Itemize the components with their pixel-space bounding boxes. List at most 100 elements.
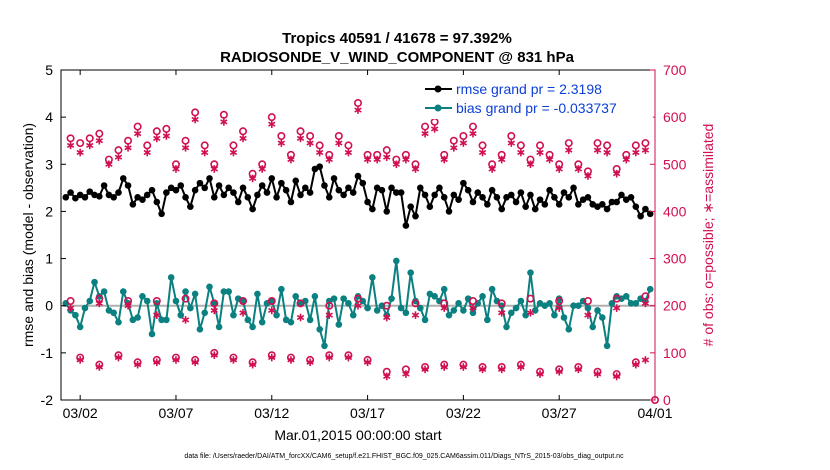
bias-point <box>402 309 410 317</box>
rmse-point <box>139 196 146 203</box>
bias-point <box>364 304 371 312</box>
rmse-point <box>278 179 285 187</box>
rmse-point <box>325 193 333 201</box>
obs-assimilated-point <box>565 146 573 154</box>
rmse-point <box>364 198 371 206</box>
obs-assimilated-point <box>440 304 448 312</box>
obs-assimilated-point <box>229 356 238 364</box>
rmse-point <box>62 193 70 201</box>
rmse-point <box>575 201 582 208</box>
bias-point <box>206 283 213 291</box>
bias-point <box>589 323 597 331</box>
y-right-axis-ticks: 0 100 200 300 400 500 600 700 <box>650 62 687 408</box>
y-right-tick-label: 600 <box>663 109 687 125</box>
obs-possible-point <box>411 299 420 308</box>
bias-point <box>340 295 347 302</box>
rmse-point <box>215 182 223 189</box>
rmse-point <box>249 205 256 213</box>
obs-assimilated-point <box>555 304 563 312</box>
obs-assimilated-point <box>612 304 621 312</box>
rmse-point <box>177 182 185 189</box>
obs-assimilated-point <box>545 155 554 164</box>
bias-point <box>627 300 635 307</box>
obs-assimilated-point <box>584 172 592 180</box>
y-right-tick-label: 700 <box>663 62 687 78</box>
bias-point <box>527 269 534 277</box>
obs-assimilated-point <box>459 363 468 371</box>
bias-point <box>244 316 252 324</box>
bias-point <box>565 325 573 333</box>
bias-point <box>421 316 429 324</box>
obs-assimilated-point <box>641 146 650 154</box>
obs-possible-point <box>277 132 286 141</box>
rmse-point <box>72 194 79 202</box>
legend-bias-label: bias grand pr = -0.033737 <box>456 100 617 116</box>
bias-point <box>268 297 276 305</box>
rmse-point <box>426 203 434 211</box>
bias-point <box>278 285 285 293</box>
rmse-point <box>153 198 161 206</box>
obs-assimilated-point <box>172 165 180 173</box>
bias-point <box>210 300 218 307</box>
obs-assimilated-point <box>133 129 142 138</box>
obs-assimilated-point <box>268 120 276 129</box>
obs-possible-point <box>239 127 248 136</box>
obs-possible-point <box>449 136 458 145</box>
y-left-tick-label: 2 <box>45 203 53 219</box>
rmse-point <box>163 189 170 196</box>
obs-possible-point <box>353 99 362 108</box>
rmse-point <box>196 179 204 187</box>
obs-assimilated-point <box>555 165 563 173</box>
x-axis-ticks: 03/02 03/07 03/12 03/17 03/22 03/27 04/01 <box>63 70 673 421</box>
obs-assimilated-point <box>287 356 295 364</box>
bias-point <box>321 342 328 350</box>
rmse-point <box>258 182 266 189</box>
obs-assimilated-point <box>641 299 650 308</box>
x-tick-label: 03/17 <box>350 405 385 421</box>
rmse-point <box>531 205 539 213</box>
obs-assimilated-point <box>450 143 458 152</box>
obs-possible-point <box>200 141 209 150</box>
obs-assimilated-point <box>373 155 381 164</box>
rmse-point <box>493 193 501 201</box>
obs-assimilated-point <box>632 148 640 157</box>
bias-point <box>115 318 122 326</box>
bias-point <box>76 323 84 331</box>
obs-assimilated-point <box>229 148 238 157</box>
bias-point <box>110 309 117 317</box>
obs-assimilated-point <box>632 360 640 369</box>
rmse-point <box>306 189 314 196</box>
obs-assimilated-point <box>344 148 353 157</box>
obs-assimilated-point <box>584 311 592 319</box>
bias-point <box>201 309 209 317</box>
rmse-point <box>244 193 252 201</box>
obs-assimilated-point <box>268 353 276 362</box>
bias-point <box>503 323 510 331</box>
rmse-point <box>100 182 108 189</box>
obs-assimilated-point <box>411 165 420 173</box>
y-right-tick-label: 100 <box>663 345 687 361</box>
rmse-point <box>608 198 616 206</box>
bias-point <box>388 295 395 302</box>
obs-assimilated-point <box>526 308 535 317</box>
rmse-point <box>345 184 352 192</box>
obs-possible-point <box>181 136 190 145</box>
obs-assimilated-point <box>76 356 84 364</box>
obs-assimilated-point <box>66 304 75 312</box>
obs-assimilated-point <box>555 367 563 376</box>
obs-assimilated-point <box>383 313 391 322</box>
bias-point <box>143 297 151 305</box>
obs-possible-point <box>583 296 592 305</box>
rmse-point <box>124 182 132 189</box>
rmse-point <box>321 182 328 189</box>
y-right-axis-label: # of obs: o=possible; ∗=assimilated <box>700 124 716 347</box>
obs-possible-point <box>612 294 621 303</box>
bias-point <box>608 300 616 307</box>
bias-point <box>488 285 496 293</box>
obs-possible-point <box>631 141 640 150</box>
obs-assimilated-point <box>459 139 468 147</box>
bias-point <box>306 316 314 324</box>
x-tick-label: 03/07 <box>158 405 193 421</box>
bias-point <box>603 342 611 350</box>
obs-assimilated-point <box>421 129 429 138</box>
